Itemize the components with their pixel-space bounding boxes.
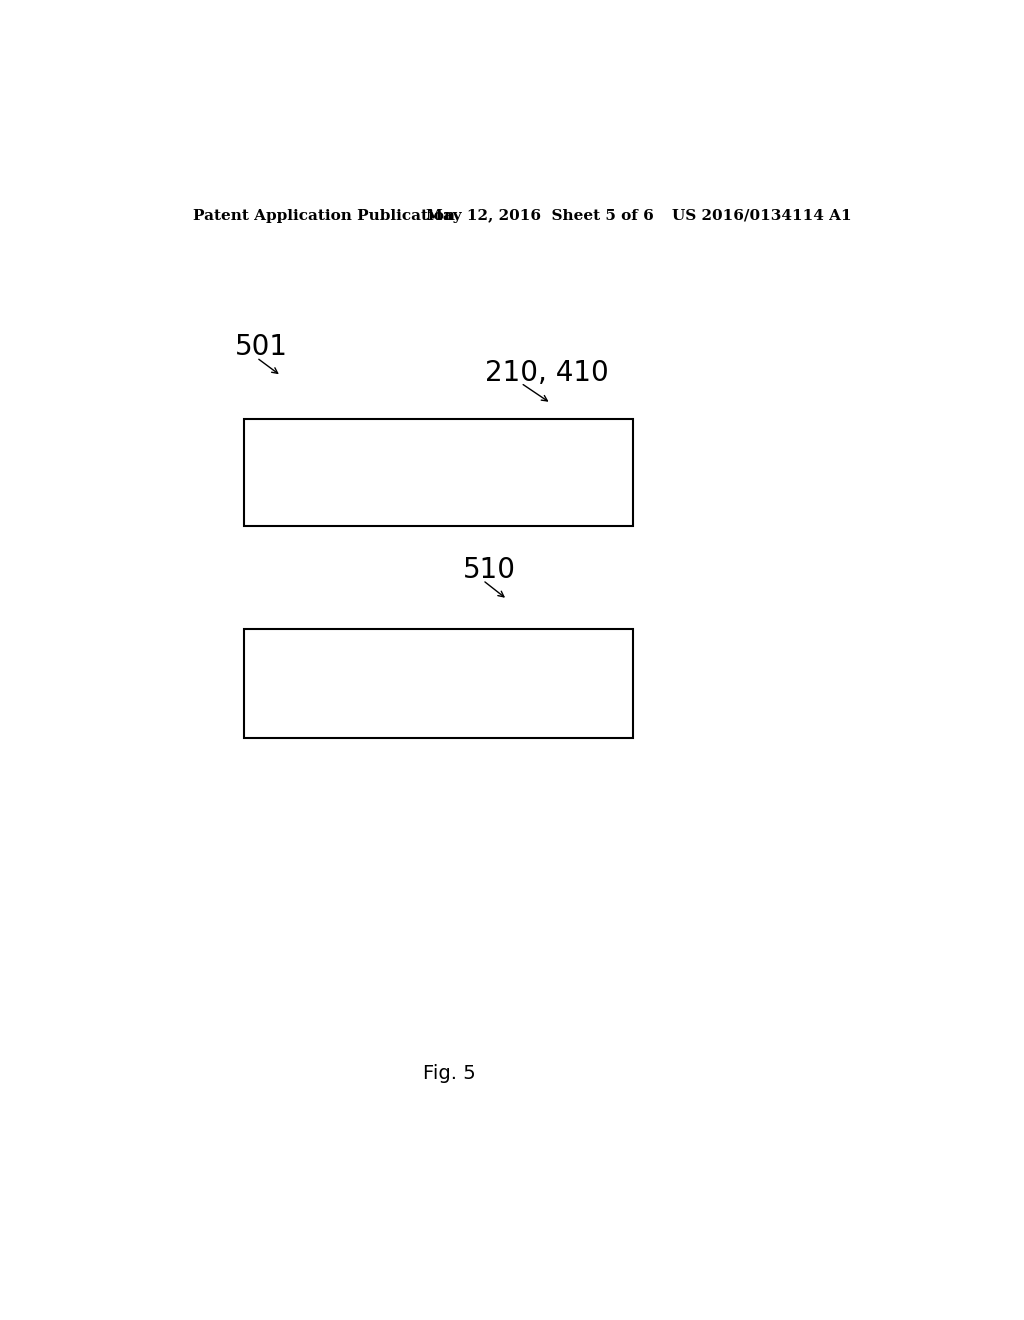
Text: 501: 501 bbox=[236, 334, 288, 362]
Text: Fig. 5: Fig. 5 bbox=[423, 1064, 476, 1082]
Text: May 12, 2016  Sheet 5 of 6: May 12, 2016 Sheet 5 of 6 bbox=[426, 209, 653, 223]
Text: Patent Application Publication: Patent Application Publication bbox=[194, 209, 455, 223]
Text: US 2016/0134114 A1: US 2016/0134114 A1 bbox=[672, 209, 851, 223]
Bar bbox=[244, 630, 633, 738]
Text: 210, 410: 210, 410 bbox=[485, 359, 609, 387]
Text: 510: 510 bbox=[463, 556, 516, 583]
Bar bbox=[244, 418, 633, 527]
